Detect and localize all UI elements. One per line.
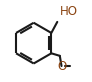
Text: HO: HO — [60, 5, 78, 18]
Text: O: O — [57, 60, 66, 73]
